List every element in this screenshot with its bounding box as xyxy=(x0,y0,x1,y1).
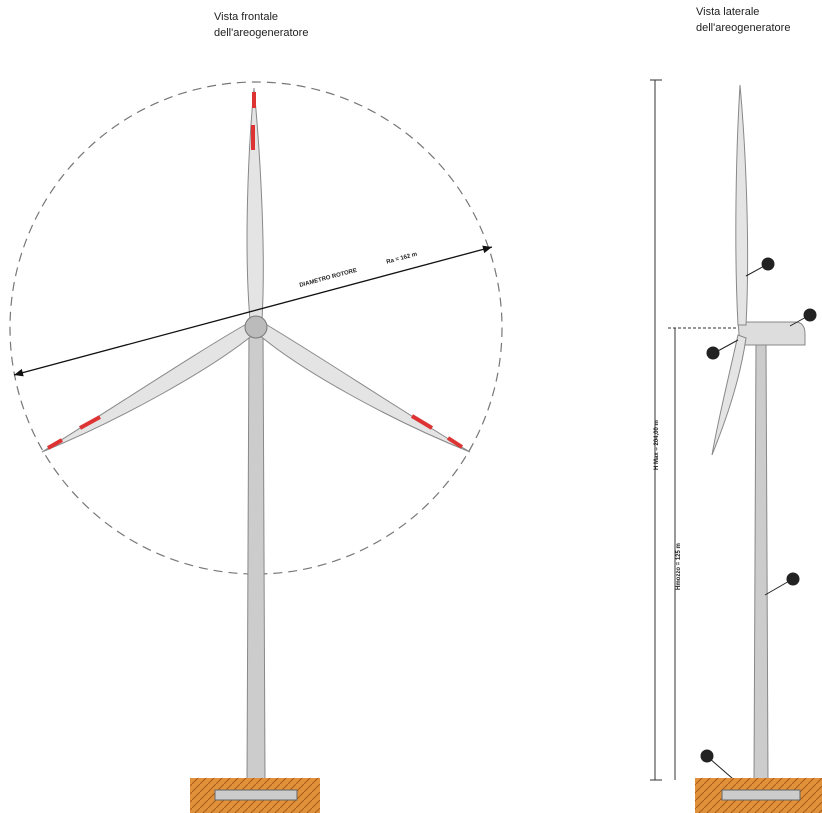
blade-markings xyxy=(47,92,464,450)
side-title: dell'areogeneratore xyxy=(696,22,790,34)
front-title: Vista frontale xyxy=(214,11,278,23)
tower xyxy=(246,324,266,781)
diameter-value: Ra = 162 m xyxy=(386,252,418,266)
front-title: dell'areogeneratore xyxy=(214,27,308,39)
side-title: Vista laterale xyxy=(696,6,759,18)
tower xyxy=(753,339,769,781)
foundation-base xyxy=(721,789,801,801)
foundation-base xyxy=(214,789,298,801)
blade xyxy=(735,84,749,326)
nacelle xyxy=(737,321,806,346)
hub xyxy=(244,315,268,339)
hub-height-label: Hmozzo = 125 m xyxy=(676,543,682,590)
callouts xyxy=(700,257,817,786)
blade xyxy=(711,334,747,456)
height-max-label: H Max = 204,00 m xyxy=(654,420,660,470)
rotor-circle xyxy=(9,81,503,575)
diameter-line xyxy=(13,245,493,377)
